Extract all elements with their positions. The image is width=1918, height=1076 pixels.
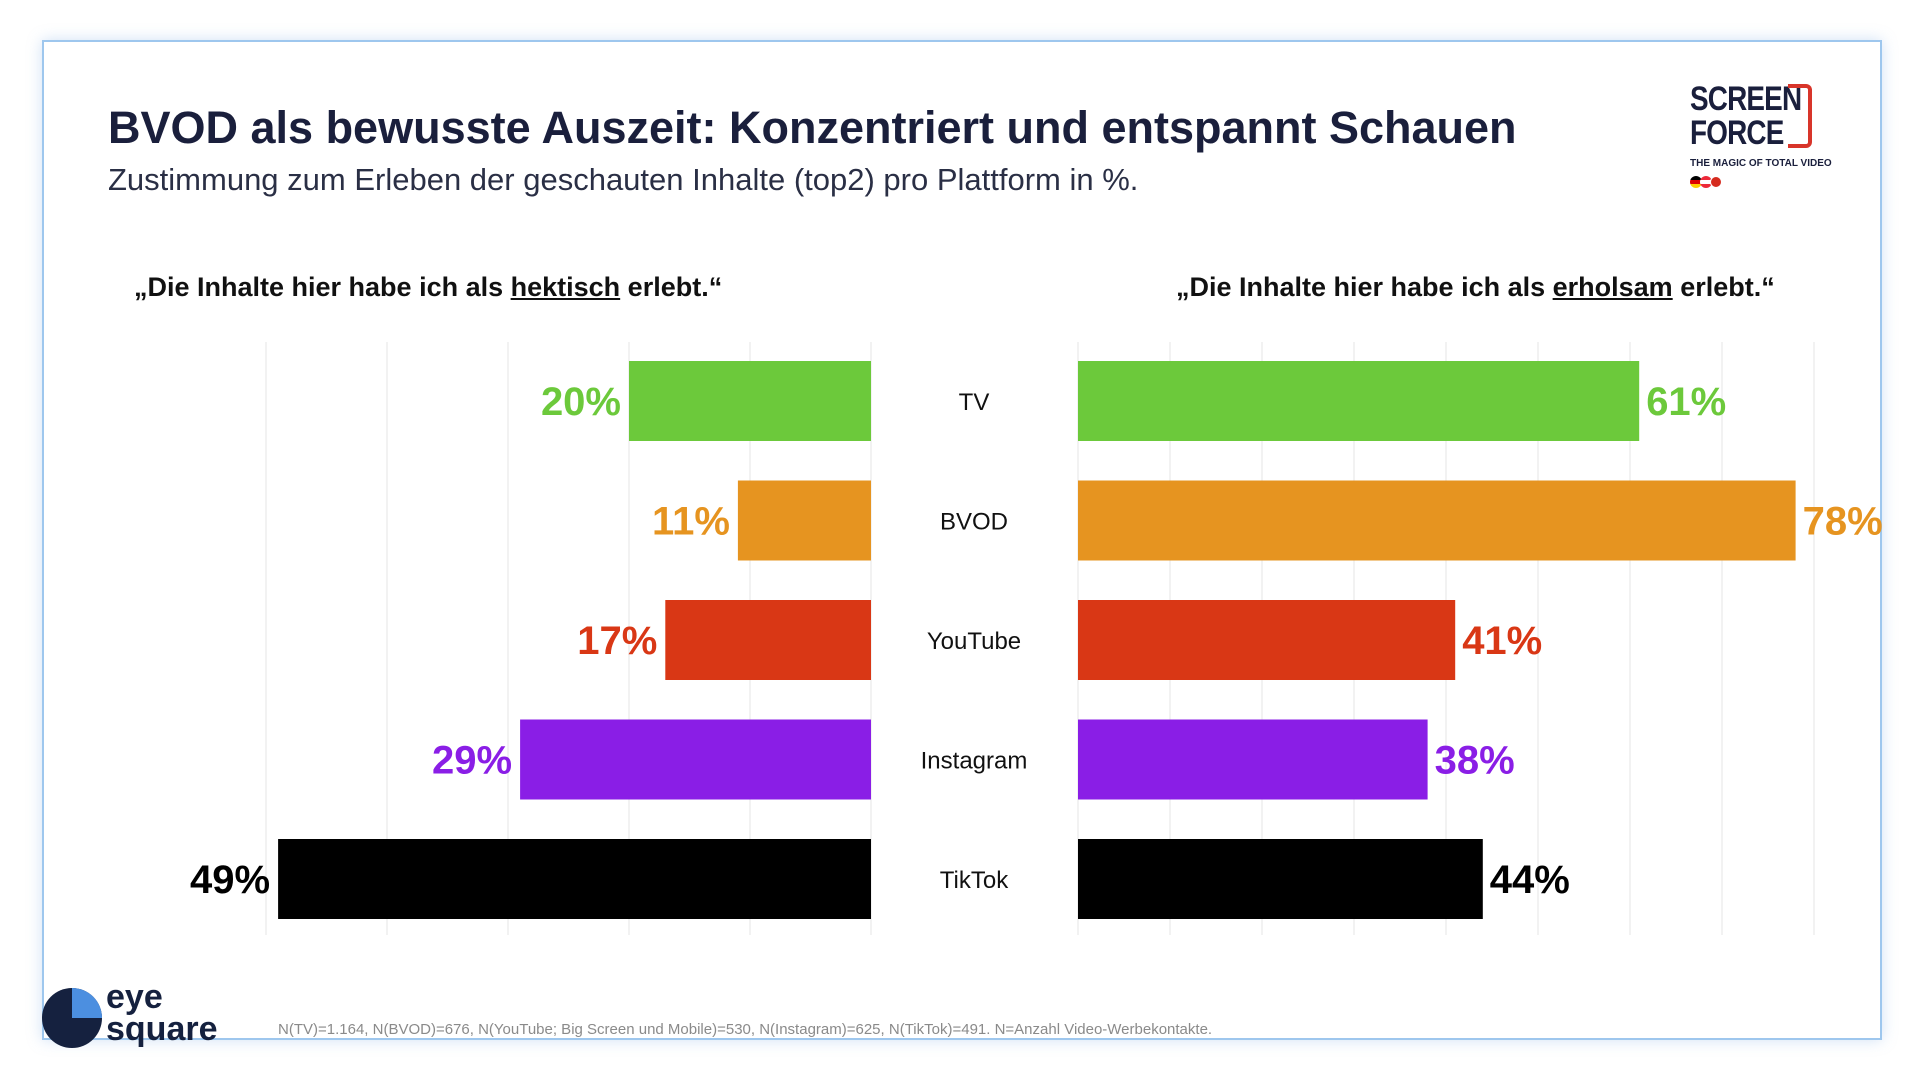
data-label-erholsam-tv: 61% (1646, 380, 1726, 424)
quote-hektisch-keyword: hektisch (510, 272, 621, 302)
data-label-erholsam-instagram: 38% (1435, 739, 1515, 783)
screenforce-logo-line1: SCREEN (1690, 80, 1802, 118)
bar-erholsam-tiktok (1078, 839, 1483, 919)
eyesquare-logo-line1: eye (106, 978, 163, 1016)
flag-germany-icon (1690, 176, 1702, 188)
eyesquare-logo-line2: square (106, 1010, 218, 1048)
bar-hektisch-tiktok (278, 839, 872, 919)
eyesquare-eye-icon (42, 988, 102, 1048)
quote-hektisch: „Die Inhalte hier habe ich als hektisch … (134, 272, 722, 303)
data-label-hektisch-tiktok: 49% (190, 858, 270, 902)
flag-austria-icon (1700, 176, 1712, 188)
bar-hektisch-tv (629, 361, 871, 441)
quote-erholsam-pre: „Die Inhalte hier habe ich als (1176, 272, 1553, 302)
quote-erholsam: „Die Inhalte hier habe ich als erholsam … (1176, 272, 1775, 303)
page-subtitle: Zustimmung zum Erleben der geschauten In… (108, 162, 1139, 197)
bar-hektisch-instagram (520, 719, 871, 800)
slide-frame (42, 40, 1882, 1040)
screenforce-bracket-icon (1788, 84, 1812, 148)
bar-hektisch-bvod (737, 480, 871, 561)
screenforce-tagline: THE MAGIC OF TOTAL VIDEO (1690, 158, 1832, 169)
category-label-instagram: Instagram (921, 748, 1028, 775)
data-label-erholsam-bvod: 78% (1803, 500, 1883, 544)
screenforce-logo: SCREEN FORCE THE MAGIC OF TOTAL VIDEO (1690, 80, 1832, 200)
category-label-tv: TV (959, 389, 990, 416)
eyesquare-logo: eye square (42, 978, 242, 1054)
data-label-hektisch-youtube: 17% (577, 619, 657, 663)
data-label-hektisch-bvod: 11% (652, 500, 730, 544)
quote-erholsam-post: erlebt.“ (1672, 272, 1775, 302)
flags-icon (1690, 176, 1730, 188)
bar-erholsam-tv (1078, 361, 1640, 441)
bar-erholsam-bvod (1078, 480, 1796, 561)
category-label-bvod: BVOD (940, 509, 1008, 536)
bar-erholsam-instagram (1078, 719, 1428, 800)
quote-hektisch-pre: „Die Inhalte hier habe ich als (134, 272, 511, 302)
quote-hektisch-post: erlebt.“ (620, 272, 723, 302)
data-label-hektisch-instagram: 29% (432, 739, 512, 783)
page-title: BVOD als bewusste Auszeit: Konzentriert … (108, 102, 1517, 153)
footnote: N(TV)=1.164, N(BVOD)=676, N(YouTube; Big… (278, 1021, 1213, 1038)
screenforce-logo-line2: FORCE (1690, 114, 1784, 152)
data-label-erholsam-youtube: 41% (1462, 619, 1542, 663)
category-label-youtube: YouTube (927, 628, 1021, 655)
category-label-tiktok: TikTok (940, 867, 1009, 894)
data-label-erholsam-tiktok: 44% (1490, 858, 1570, 902)
data-label-hektisch-tv: 20% (541, 380, 621, 424)
flag-switzerland-icon (1710, 176, 1722, 188)
quote-erholsam-keyword: erholsam (1552, 272, 1673, 302)
bar-erholsam-youtube (1078, 600, 1456, 680)
bar-hektisch-youtube (665, 600, 871, 680)
